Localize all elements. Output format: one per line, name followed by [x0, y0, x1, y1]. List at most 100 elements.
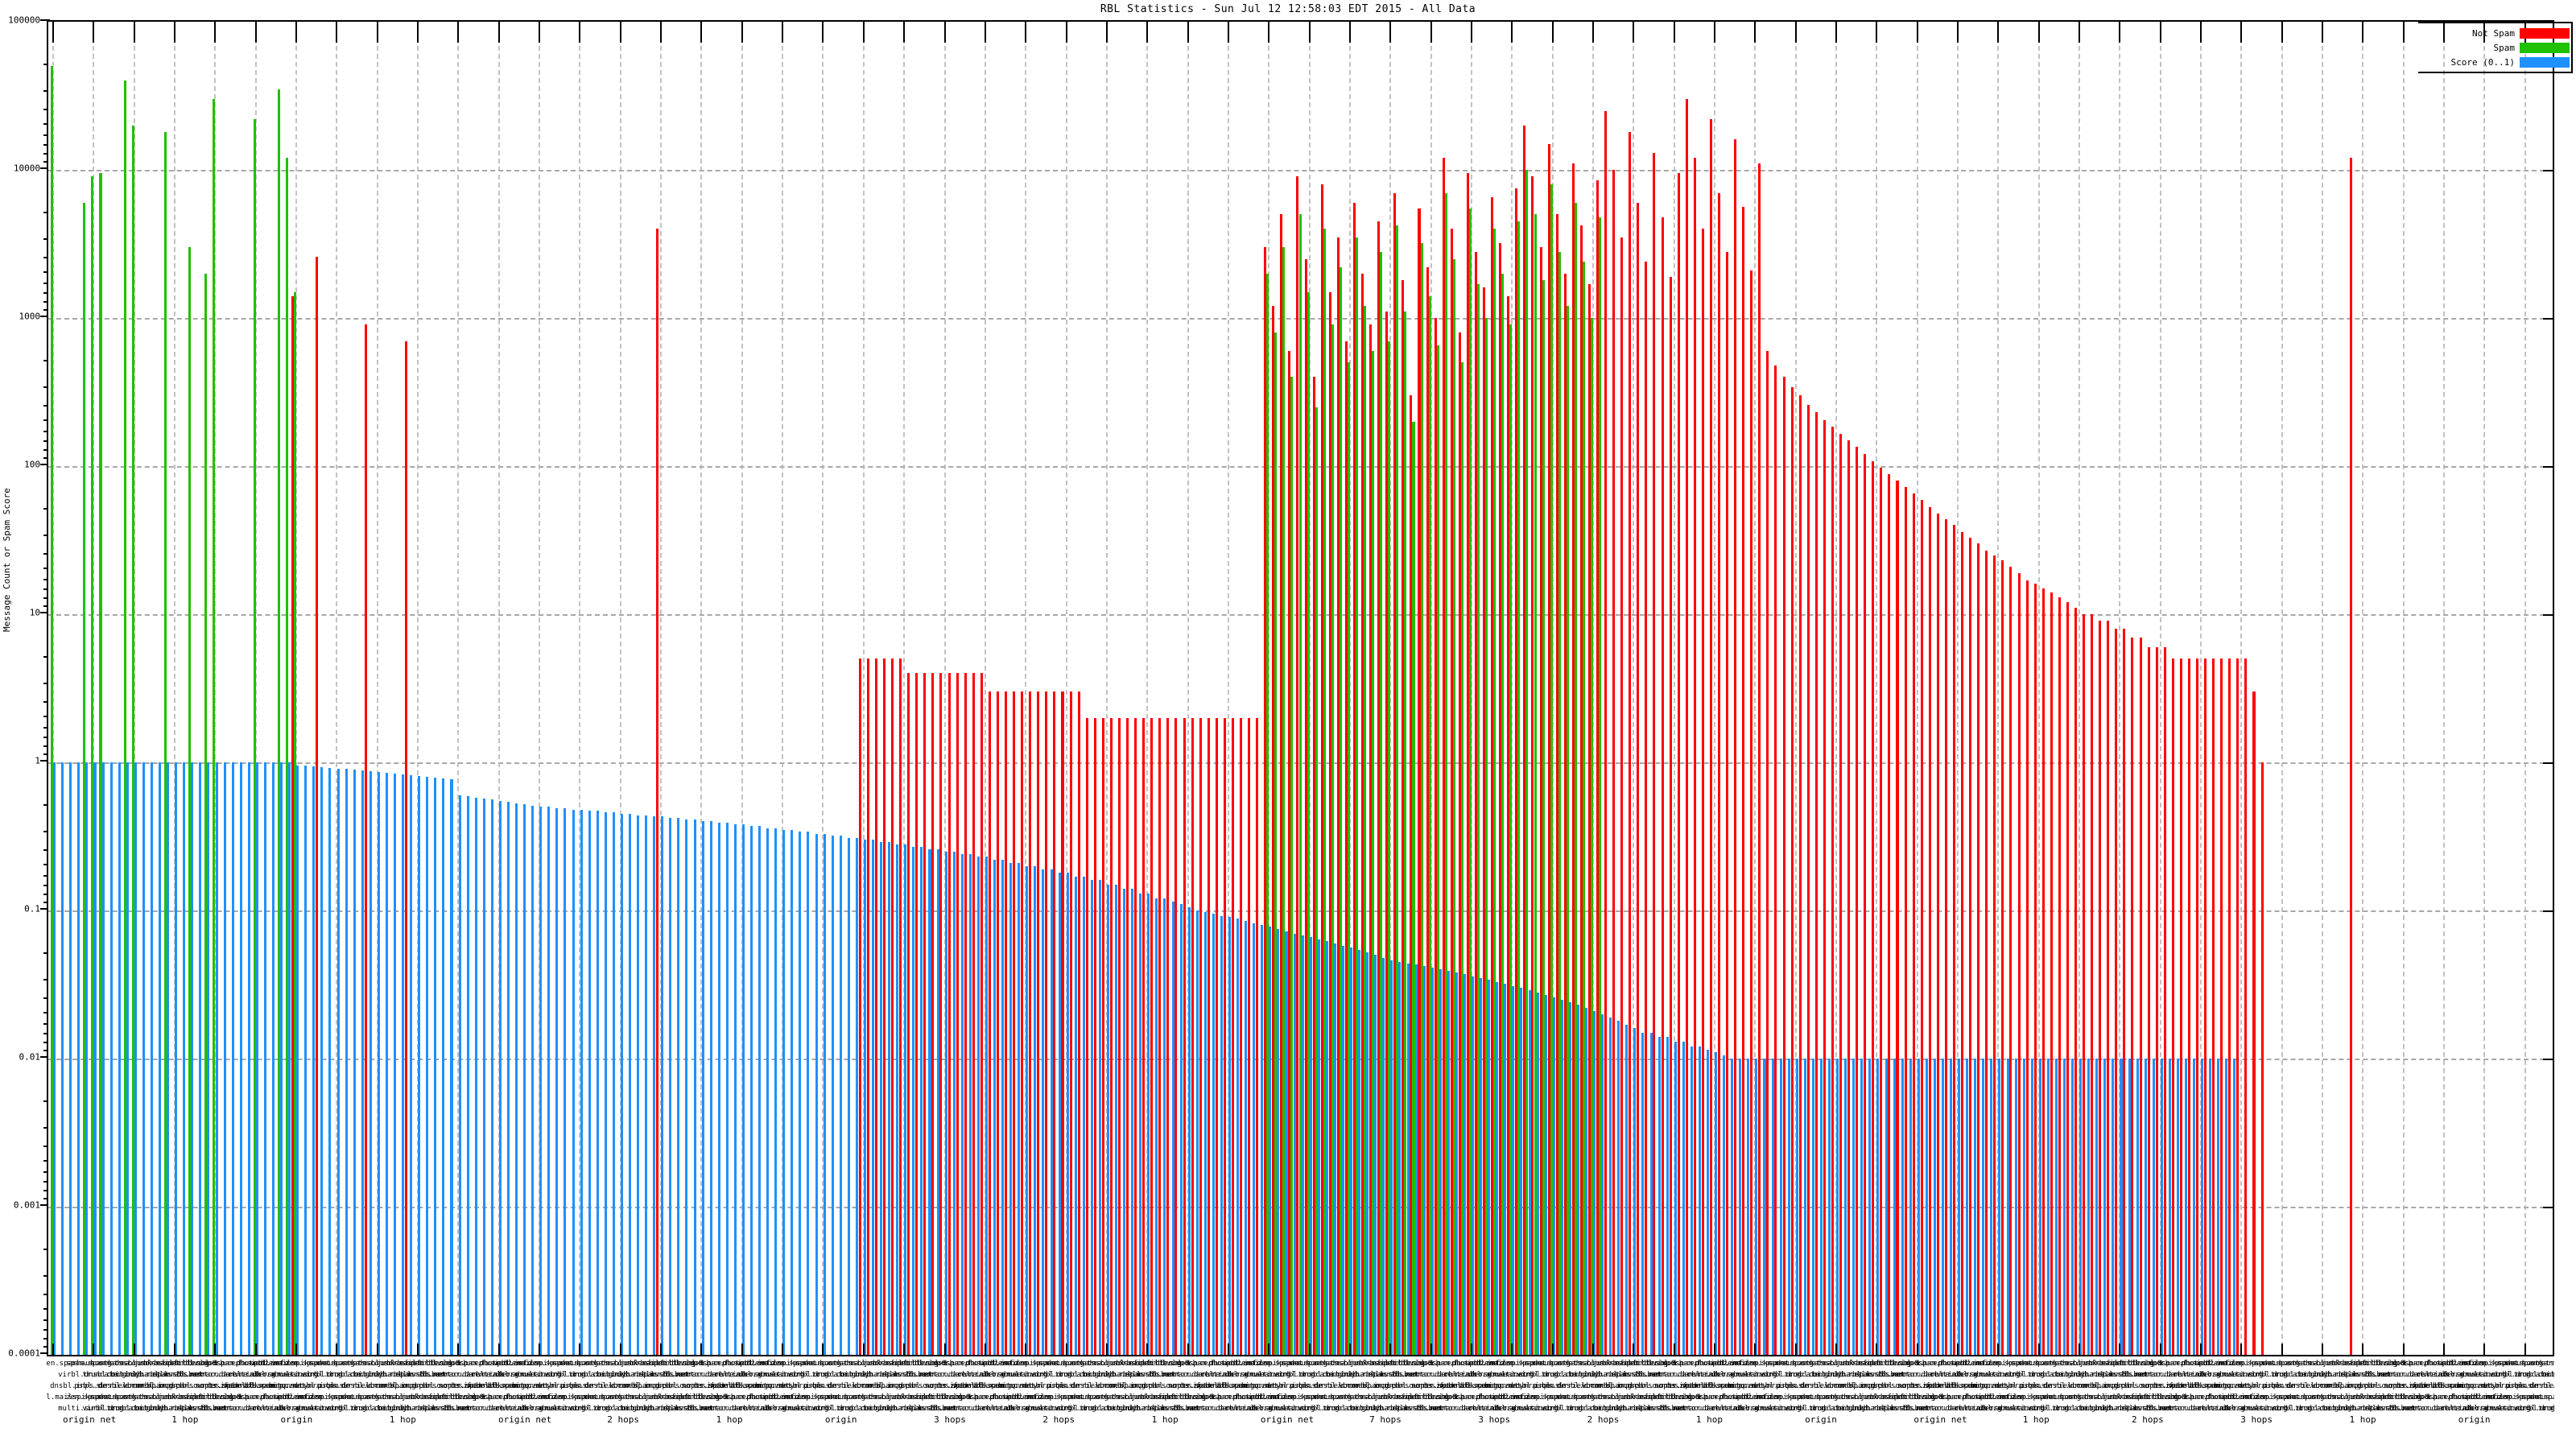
bar-score [1649, 1032, 1653, 1355]
x-group-label: 2 hops [2131, 1414, 2164, 1425]
bar-not-spam [1499, 243, 1502, 1355]
x-tick-label: hostkarma.junkemailfilter.com [114, 1393, 242, 1402]
x-tick-label: multi.surbl.org [1249, 1371, 1315, 1379]
bar-score [271, 762, 275, 1355]
bar-score [2038, 1059, 2041, 1355]
x-tick-top [1389, 22, 1392, 43]
x-tick-bottom [579, 1344, 581, 1355]
x-tick-label: spam.spamrats.com [795, 1360, 870, 1368]
x-tick-top [700, 22, 703, 43]
bar-score [572, 809, 575, 1355]
x-tick-bottom [1430, 1344, 1432, 1355]
bar-score [167, 762, 170, 1355]
x-tick-label: bogons.cymru.com [268, 1382, 339, 1390]
bar-group [705, 22, 713, 1355]
bar-group [1685, 22, 1694, 1355]
x-tick-label: multi.surbl.org [2222, 1371, 2288, 1379]
x-tick-label: rbl.efnetrbl.org [1841, 1360, 1911, 1368]
bar-group [762, 22, 770, 1355]
bar-not-spam [2074, 608, 2077, 1355]
x-tick-label: all.s5h.net [180, 1405, 228, 1413]
bar-not-spam [1061, 691, 1064, 1355]
bar-score [1414, 964, 1418, 1355]
bar-group [308, 22, 316, 1355]
x-tick-label: all.s5h.net [909, 1405, 957, 1413]
bar-group [1328, 22, 1337, 1355]
x-tick-label: dnsbl.sorbs.net [382, 1393, 448, 1402]
x-tick-label: zen.spamhaus.org [1282, 1393, 1352, 1402]
bar-not-spam [2171, 658, 2174, 1355]
bar-spam [1428, 296, 1431, 1355]
bar-not-spam [1037, 691, 1040, 1355]
x-tick-label: virbl.dnsbl.bit.nl [1274, 1371, 1352, 1379]
bar-group [1474, 22, 1483, 1355]
x-tick-label: multi.surbl.org [1979, 1371, 2045, 1379]
vertical-gridline [700, 22, 703, 1355]
bar-not-spam [1231, 717, 1234, 1355]
bar-group [2277, 22, 2285, 1355]
bar-group [616, 22, 624, 1355]
bar-group [226, 22, 234, 1355]
x-tick-top [1268, 22, 1270, 43]
x-tick-top [822, 22, 824, 43]
x-tick-label: db.wpbl.info [989, 1393, 1042, 1402]
bar-group [624, 22, 632, 1355]
bar-not-spam [956, 673, 959, 1355]
x-tick-label: tor.dan.me.uk [2392, 1371, 2450, 1379]
x-group-label: origin net [498, 1414, 552, 1425]
bar-score [1131, 889, 1134, 1355]
x-tick-top [1835, 22, 1837, 43]
bar-score [1034, 865, 1037, 1355]
x-tick-label: zen.spamhaus.org [309, 1393, 379, 1402]
bar-group [2179, 22, 2188, 1355]
bar-score [1803, 1059, 1806, 1355]
bar-score [637, 815, 640, 1355]
bar-score [280, 762, 283, 1355]
bar-group [802, 22, 810, 1355]
x-tick-top [1754, 22, 1757, 43]
bar-spam [1372, 350, 1375, 1355]
x-tick-label: db.wpbl.info [2206, 1393, 2259, 1402]
x-tick-top [1227, 22, 1229, 43]
bar-group [1037, 22, 1045, 1355]
bar-score [506, 802, 510, 1355]
x-tick-label: rbl.efnetrbl.org [2351, 1393, 2422, 1402]
x-tick-label: rbl.interserver.net [252, 1405, 336, 1413]
x-tick-label: zen.spamhaus.org [2230, 1360, 2301, 1368]
bar-not-spam [1831, 426, 1834, 1355]
x-tick-top [254, 22, 257, 43]
x-group-label: 2 hops [607, 1414, 640, 1425]
x-tick-label: truncate.gbudb.net [2513, 1371, 2554, 1379]
bar-group [632, 22, 640, 1355]
bar-score [1374, 955, 1377, 1355]
x-tick-label: b.barracudacentral.org [204, 1405, 300, 1413]
x-tick-top [1065, 22, 1067, 43]
x-tick-top [1146, 22, 1149, 43]
x-tick-bottom [295, 1344, 298, 1355]
bar-score [1641, 1032, 1645, 1355]
bar-score [1852, 1059, 1856, 1355]
x-tick-label: b.barracudacentral.org [1176, 1405, 1273, 1413]
bar-score [1026, 865, 1029, 1355]
vertical-gridline [862, 22, 865, 1355]
bar-spam [1582, 262, 1585, 1355]
bar-score [604, 812, 607, 1355]
bar-group [1847, 22, 1856, 1355]
vertical-gridline [943, 22, 946, 1355]
x-tick-label: db.wpbl.info [722, 1360, 775, 1368]
x-tick-label: virbl.dnsbl.bit.nl [568, 1405, 647, 1413]
x-label-row: multi.surbl.org virbl.dnsbl.bit.nl truncat… [47, 1403, 2554, 1415]
x-tick-label: psbl.surriel.com [560, 1382, 631, 1390]
x-tick-label: rbl.efnetrbl.org [1865, 1393, 1935, 1402]
bar-score [1552, 997, 1555, 1355]
x-tick-label: truncate.gbudb.net [349, 1405, 429, 1413]
x-tick-label: dnsbl-1.uceprotect.net [1646, 1360, 1743, 1368]
bar-group [2187, 22, 2196, 1355]
x-tick-bottom [254, 1344, 257, 1355]
x-tick-label: rbl.efnetrbl.org [868, 1360, 939, 1368]
x-tick-label: noptr.spamrats.com [2384, 1382, 2463, 1390]
y-tick-label: 0.0001 [8, 1348, 40, 1359]
x-tick-label: bl.spamcop.net [244, 1382, 306, 1390]
bar-not-spam [2001, 560, 2004, 1355]
x-tick-label: virbl.dnsbl.bit.nl [2027, 1405, 2107, 1413]
